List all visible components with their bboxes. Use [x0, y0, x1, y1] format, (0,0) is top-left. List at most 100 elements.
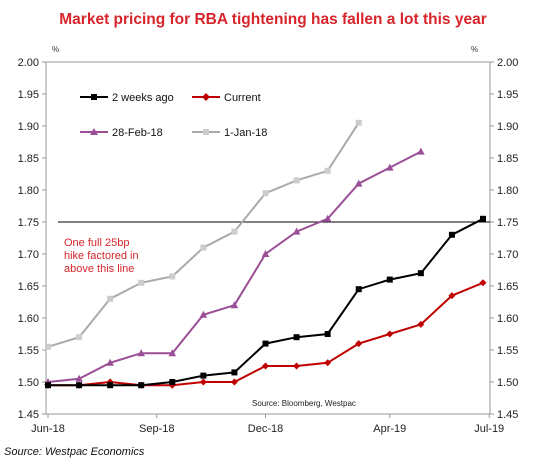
legend-item-current: Current	[192, 92, 261, 104]
data-point	[354, 179, 363, 187]
data-point	[199, 310, 208, 318]
left-unit-label: %	[52, 45, 59, 54]
data-point	[480, 215, 486, 222]
x-tick-label: Jun-18	[31, 423, 65, 435]
data-point	[262, 190, 269, 197]
y-tick-label: 1.60	[18, 313, 39, 325]
y-tick-label: 1.45	[18, 409, 39, 421]
data-point	[138, 279, 145, 286]
data-point	[262, 362, 269, 370]
legend-label: Current	[224, 92, 261, 104]
series-current	[44, 279, 487, 389]
data-point	[230, 378, 238, 386]
data-point	[75, 374, 83, 382]
x-axis: Jun-18 Sep-18 Dec-18 Apr-19 Jul-19	[31, 414, 504, 435]
legend-label: 28-Feb-18	[112, 127, 163, 139]
y-tick-label: 2.00	[18, 57, 39, 69]
y-axis-left: 2.00 1.95 1.90 1.85 1.80 1.75 1.70 1.65 1.60 1.55…	[18, 57, 46, 421]
y-tick-label: 1.90	[18, 121, 39, 133]
data-point	[231, 369, 238, 376]
y-tick-label: 1.85	[18, 153, 39, 165]
y-tick-label: 1.95	[18, 89, 39, 101]
data-point	[293, 362, 301, 370]
plot-frame	[45, 61, 491, 415]
data-point	[324, 359, 332, 367]
y-tick-label: 1.80	[18, 185, 39, 197]
y-axis-right: 2.00 1.95 1.90 1.85 1.80 1.75 1.70 1.65 1.60 1.55…	[490, 57, 518, 421]
data-point	[417, 320, 425, 328]
data-point	[355, 119, 362, 126]
legend-item-28-feb-18: 28-Feb-18	[80, 127, 163, 139]
data-point	[385, 163, 394, 171]
data-point	[355, 286, 362, 293]
data-point	[138, 382, 145, 389]
data-point	[417, 270, 424, 277]
data-point	[231, 228, 238, 235]
series-2-weeks-ago	[45, 215, 486, 389]
data-point	[230, 301, 239, 309]
data-point	[479, 279, 487, 287]
y-tick-label: 1.80	[497, 185, 518, 197]
data-point	[45, 382, 51, 389]
y-tick-label: 1.50	[497, 377, 518, 389]
data-point	[137, 349, 146, 357]
series-layer	[44, 119, 487, 389]
data-point	[448, 231, 455, 238]
data-point	[168, 349, 177, 357]
data-point	[293, 334, 300, 341]
data-point	[386, 330, 394, 338]
y-tick-label: 1.60	[497, 313, 518, 325]
y-tick-label: 1.95	[497, 89, 518, 101]
y-tick-label: 1.75	[18, 217, 39, 229]
legend-item-1-jan-18: 1-Jan-18	[192, 127, 267, 139]
y-tick-label: 1.85	[497, 153, 518, 165]
data-point	[76, 334, 83, 341]
data-point	[293, 177, 300, 184]
y-tick-label: 1.90	[497, 121, 518, 133]
legend: 2 weeks ago Current 28-Feb-18 1-Jan-18	[80, 92, 267, 139]
y-tick-label: 1.45	[497, 409, 518, 421]
x-tick-label: Sep-18	[139, 423, 174, 435]
data-point	[324, 167, 331, 174]
data-point	[107, 382, 114, 389]
chart-title: Market pricing for RBA tightening has fa…	[59, 11, 486, 28]
y-tick-label: 1.70	[18, 249, 39, 261]
series-1-jan-18	[45, 119, 362, 350]
annotation-line: hike factored in	[64, 250, 139, 262]
y-tick-label: 2.00	[497, 57, 518, 69]
y-tick-label: 1.55	[497, 345, 518, 357]
data-point	[355, 340, 363, 348]
data-point	[107, 295, 114, 302]
y-tick-label: 1.65	[18, 281, 39, 293]
data-point	[106, 358, 114, 366]
data-point	[262, 340, 269, 347]
data-point	[324, 331, 331, 337]
data-point	[323, 214, 332, 222]
annotation-line: above this line	[64, 263, 134, 275]
y-tick-label: 1.70	[497, 249, 518, 261]
data-point	[76, 382, 83, 389]
legend-label: 2 weeks ago	[112, 92, 174, 104]
annotation: One full 25bp hike factored in above thi…	[64, 237, 139, 275]
data-point	[169, 379, 176, 385]
annotation-line: One full 25bp	[64, 237, 129, 249]
y-tick-label: 1.65	[497, 281, 518, 293]
data-point	[45, 343, 51, 350]
footer-source: Source: Westpac Economics	[4, 446, 145, 458]
y-tick-label: 1.50	[18, 377, 39, 389]
data-point	[200, 372, 207, 379]
data-point	[261, 250, 270, 257]
y-tick-label: 1.55	[18, 345, 39, 357]
data-point	[448, 292, 456, 300]
data-point	[292, 227, 301, 235]
right-unit-label: %	[471, 45, 478, 54]
data-point	[417, 147, 425, 155]
data-point	[386, 276, 393, 283]
legend-label: 1-Jan-18	[224, 127, 267, 139]
legend-item-2-weeks-ago: 2 weeks ago	[80, 92, 174, 104]
chart-source-note: Source: Bloomberg, Westpac	[252, 399, 356, 408]
x-tick-label: Dec-18	[248, 423, 283, 435]
y-tick-label: 1.75	[497, 217, 518, 229]
x-tick-label: Jul-19	[474, 423, 504, 435]
